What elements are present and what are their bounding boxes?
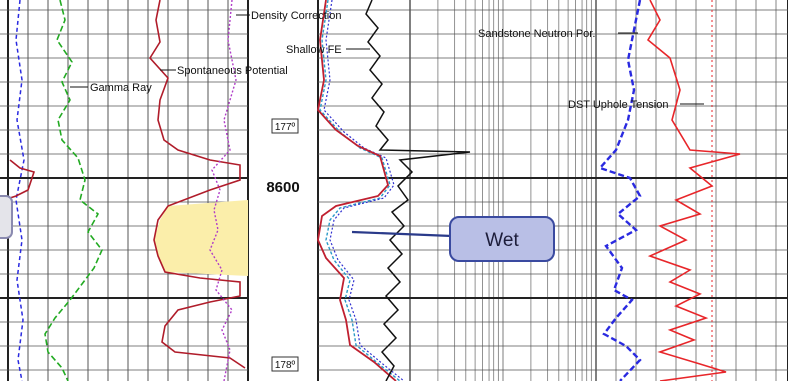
neutron-porosity-curve-right	[323, 0, 405, 381]
resistivity-curve	[365, 0, 471, 381]
sp-curve-edge-left	[9, 159, 36, 199]
temp-top-box	[271, 118, 299, 134]
shallow-fe-curve	[317, 0, 397, 381]
callout-text: Wet	[485, 230, 519, 251]
edge-box	[0, 195, 13, 239]
temp-top: 177º	[275, 122, 296, 133]
right-track-grid	[317, 0, 788, 381]
dst-uphole-tension-curve	[646, 0, 741, 381]
callout-pointer	[351, 230, 453, 238]
callout-box	[449, 216, 555, 262]
resistivity-deep-curve	[319, 0, 401, 381]
depth-value: 8600	[266, 179, 299, 196]
shallow-fe-label: Shallow FE	[286, 44, 342, 56]
sand-shading	[154, 200, 248, 276]
gamma-ray-label: Gamma Ray	[90, 82, 152, 94]
density-correction-curve	[209, 0, 237, 381]
sandstone-neutron-label: Sandstone Neutron Por.	[478, 28, 595, 40]
neutron-curve-left	[15, 0, 25, 381]
temp-bottom: 178º	[275, 360, 296, 371]
temp-bottom-box	[271, 356, 299, 372]
dst-uphole-label: DST Uphole Tension	[568, 99, 669, 111]
spontaneous-potential-curve	[149, 0, 246, 369]
neutron-curve-right	[597, 0, 642, 381]
spontaneous-potential-label: Spontaneous Potential	[177, 65, 288, 77]
gamma-ray-curve	[44, 0, 103, 381]
density-correction-label: Density Correction	[251, 10, 341, 22]
